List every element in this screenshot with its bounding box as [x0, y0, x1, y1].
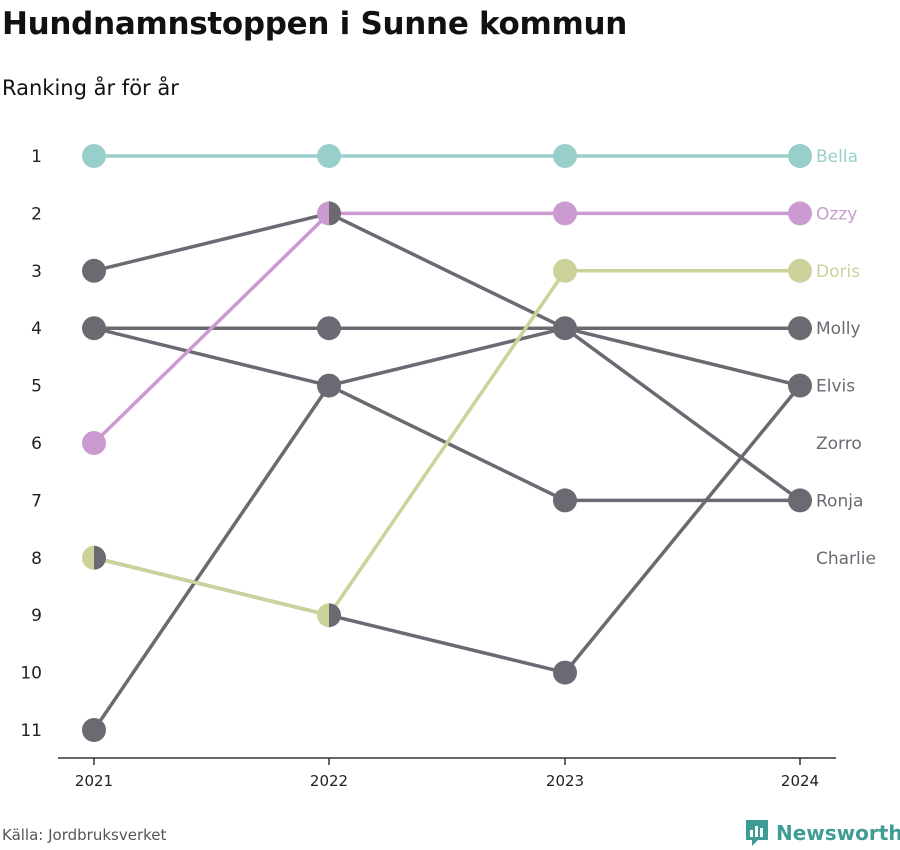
end-label-doris: Doris: [816, 262, 860, 282]
other-series-lines: [92, 211, 802, 732]
marker-bella-2021: [82, 144, 106, 168]
y-tick-label-2: 2: [31, 204, 42, 224]
y-axis-labels: 1 2 3 4 5 6 7 8 9 10 11: [20, 147, 42, 741]
marker-doris-zorro-2022: [317, 603, 341, 628]
end-label-charlie: Charlie: [816, 549, 876, 569]
marker-ronja-2023: [553, 488, 577, 513]
marker-half-charlie: [329, 201, 341, 226]
series-line-ozzy: [92, 211, 802, 445]
end-label-molly: Molly: [816, 319, 861, 339]
marker-ozzy-2024: [788, 201, 812, 226]
marker-charlie-2021: [82, 258, 106, 283]
marker-elvis-ronja-2022: [317, 373, 341, 398]
chart-subtitle: Ranking år för år: [2, 76, 179, 100]
marker-molly-2022: [317, 316, 341, 341]
x-tick-label-2023: 2023: [546, 772, 584, 790]
series-line-charlie: [92, 211, 802, 503]
highlight-series-lines: [92, 154, 802, 617]
y-tick-label-4: 4: [31, 319, 42, 339]
marker-bella-2023: [553, 144, 577, 168]
marker-doris-zorro-2021: [82, 545, 107, 570]
source-note: Källa: Jordbruksverket: [2, 826, 167, 844]
marker-elvis-2021: [82, 718, 106, 742]
newsworthy-logo-icon: [746, 820, 768, 846]
y-tick-label-11: 11: [20, 721, 42, 741]
y-tick-label-3: 3: [31, 262, 42, 282]
marker-ozzy-2021: [82, 431, 106, 455]
y-tick-label-10: 10: [20, 664, 42, 684]
series-line-zorro: [92, 383, 802, 675]
y-tick-label-7: 7: [31, 491, 42, 511]
series-line-elvis: [92, 326, 802, 732]
x-tick-label-2021: 2021: [75, 772, 113, 790]
marker-doris-2024: [788, 258, 812, 283]
marker-molly-2024: [788, 316, 812, 341]
marker-half-doris: [82, 545, 94, 570]
end-label-elvis: Elvis: [816, 377, 855, 397]
x-tick-label-2024: 2024: [781, 772, 819, 790]
y-tick-label-1: 1: [31, 147, 42, 167]
marker-molly-ronja-2021: [82, 316, 106, 341]
series-line-ronja: [92, 326, 802, 503]
y-tick-label-8: 8: [31, 549, 42, 569]
series-line-doris: [92, 269, 802, 617]
end-label-ronja: Ronja: [816, 491, 863, 511]
end-label-bella: Bella: [816, 147, 858, 167]
end-labels: Bella Ozzy Doris Molly Elvis Zorro Ronja Charli…: [816, 147, 876, 569]
end-label-ozzy: Ozzy: [816, 204, 857, 224]
marker-bella-2024: [788, 144, 812, 168]
marker-half-zorro: [329, 603, 341, 628]
chart-title: Hundnamnstoppen i Sunne kommun: [2, 6, 628, 42]
marker-ronja-charlie-2024: [788, 488, 812, 513]
marker-ozzy-2023: [553, 201, 577, 226]
x-axis: 2021 2022 2023 2024: [58, 757, 836, 790]
marker-elvis-zorro-2024: [788, 373, 812, 398]
marker-half-ozzy: [317, 201, 329, 226]
marker-bella-2022: [317, 144, 341, 168]
marker-zorro-2023: [553, 660, 577, 685]
series-markers: [82, 144, 812, 742]
marker-doris-2023: [553, 258, 577, 283]
end-label-zorro: Zorro: [816, 434, 862, 454]
y-tick-label-9: 9: [31, 606, 42, 626]
x-tick-label-2022: 2022: [310, 772, 348, 790]
marker-half-zorro: [94, 545, 107, 570]
marker-molly-elvis-charlie-2023: [553, 316, 577, 341]
brand-logo: Newsworthy: [744, 818, 900, 848]
marker-half-doris: [317, 603, 329, 628]
marker-ozzy-charlie-2022: [317, 201, 341, 226]
y-tick-label-5: 5: [31, 377, 42, 397]
y-tick-label-6: 6: [31, 434, 42, 454]
brand-name: Newsworthy: [776, 821, 900, 845]
